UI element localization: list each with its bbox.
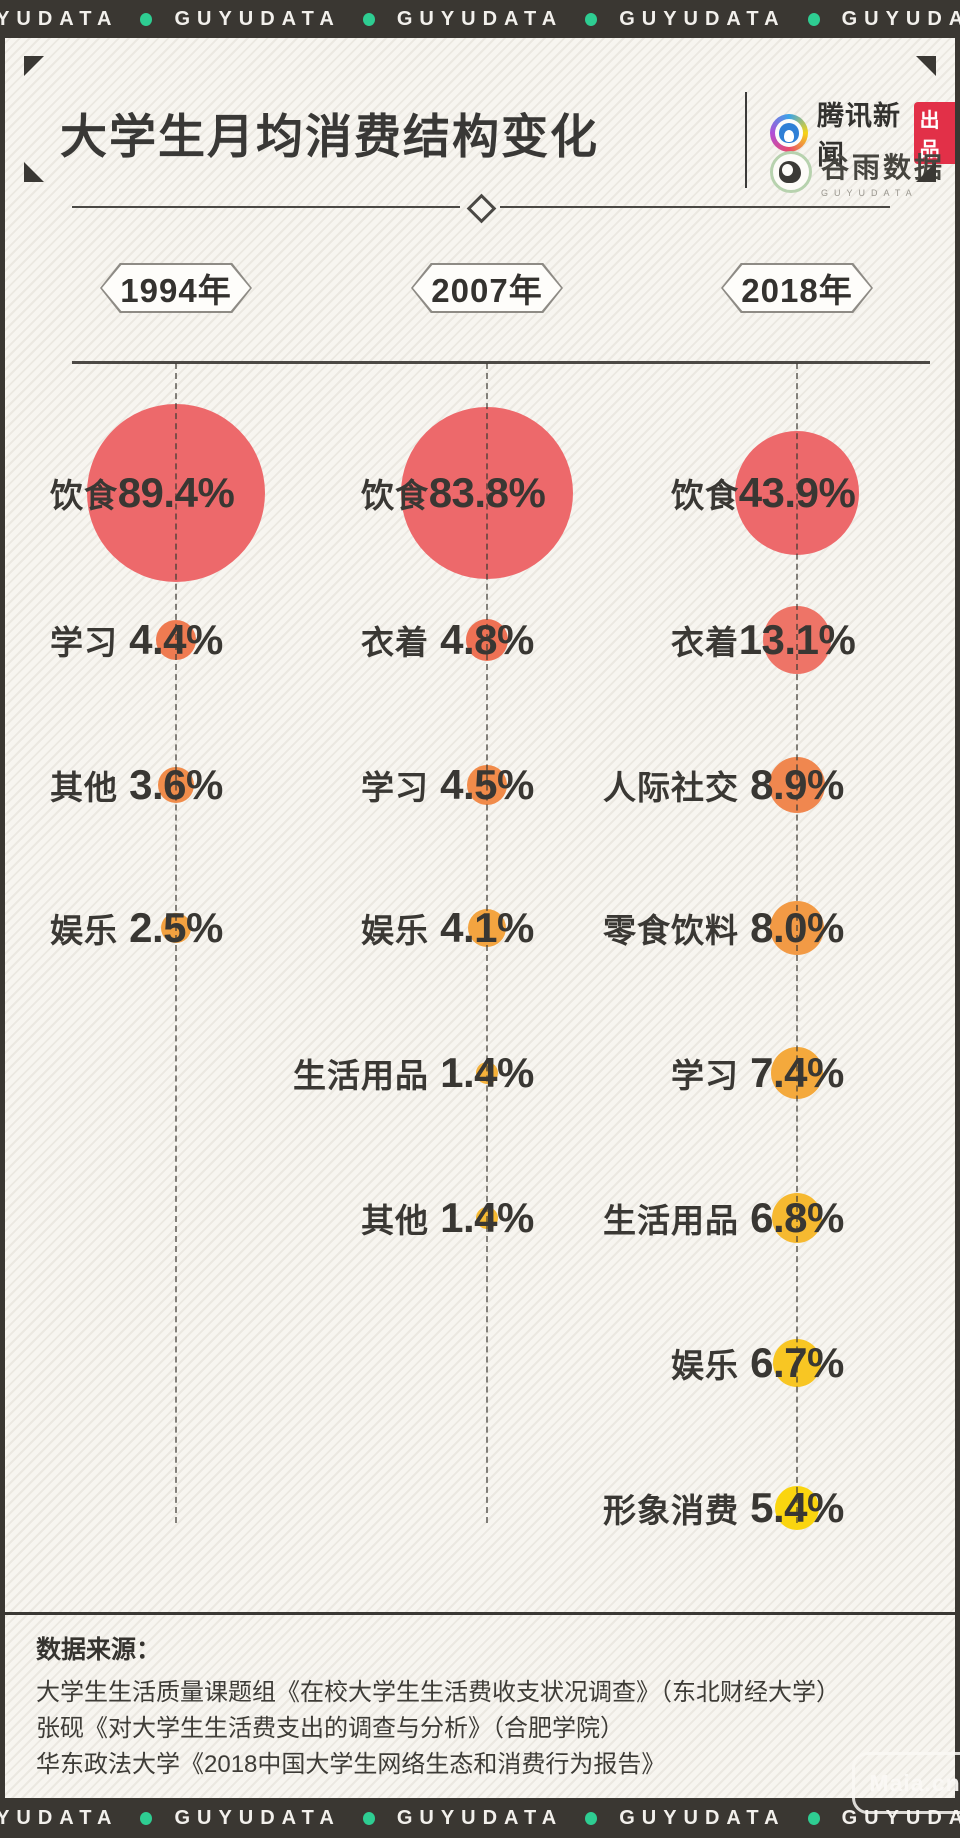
year-badge: 2007年 [411, 263, 563, 313]
page-title: 大学生月均消费结构变化 [60, 110, 599, 163]
bubble-value: 83.8% [428, 469, 546, 516]
bubble-value: 4.8% [440, 616, 534, 663]
produced-by-badge: 出品 [913, 102, 960, 164]
banner-brand-text: GUYUDATA [619, 7, 786, 30]
header-corner-mark [916, 56, 936, 76]
bubble-label: 生活用品 [603, 1202, 739, 1239]
guyu-bird-icon [770, 151, 812, 193]
bubble-label: 娱乐 [671, 1347, 739, 1384]
bubble-value: 43.9% [738, 469, 856, 516]
banner-brand-text: GUYUDATA [174, 7, 341, 30]
bubble-label: 衣着 [361, 624, 429, 661]
banner-dot-icon [807, 1811, 820, 1825]
bubble-value: 3.6% [129, 761, 223, 808]
bubble-label: 学习 [361, 769, 429, 806]
bubble-value: 1.4% [440, 1194, 534, 1241]
sources-heading: 数据来源： [36, 1636, 162, 1664]
bubble-label: 学习 [671, 1057, 739, 1094]
bubble-label: 衣着 [671, 624, 739, 661]
column-dashed-line [796, 363, 798, 1523]
year-badge: 1994年 [100, 263, 252, 313]
footer-separator [0, 1612, 960, 1615]
bubble-value: 6.7% [750, 1339, 844, 1386]
banner-dot-icon [140, 1811, 153, 1825]
year-badge-label: 2018年 [741, 272, 853, 309]
tencent-news-logo: 腾讯新闻 出品 [770, 94, 960, 172]
bubble-label: 娱乐 [50, 912, 118, 949]
bubble-label: 娱乐 [361, 912, 429, 949]
banner-brand-text: GUYUDATA [619, 1806, 786, 1829]
bubble-value: 4.1% [440, 904, 534, 951]
banner-dot-icon [585, 1811, 598, 1825]
bubble-value: 6.8% [750, 1194, 844, 1241]
bubble-value: 5.4% [750, 1484, 844, 1531]
bubble-label: 饮食 [361, 477, 429, 514]
header-corner-mark [24, 162, 44, 182]
banner-brand-text: GUYUDATA [174, 1806, 341, 1829]
banner-brand-text: GUYUDATA [841, 7, 960, 30]
bubble-value: 4.4% [129, 616, 223, 663]
bubble-value: 1.4% [440, 1049, 534, 1096]
banner-dot-icon [362, 1811, 375, 1825]
source-line: 张砚《对大学生生活费支出的调查与分析》（合肥学院） [36, 1715, 624, 1742]
bubble-label: 饮食 [671, 477, 739, 514]
banner-brand-text: GUYUDATA [0, 7, 119, 30]
header-corner-mark [24, 56, 44, 76]
bubble-label: 生活用品 [293, 1057, 429, 1094]
bubble-label: 其他 [361, 1202, 429, 1239]
tencent-penguin-icon [770, 114, 808, 152]
year-badge-inner: 1994年 [102, 265, 250, 311]
guyu-data-sub-label: GUYUDATA [821, 188, 918, 198]
left-frame-border [0, 38, 5, 1798]
year-badge: 2018年 [721, 263, 873, 313]
year-badge-label: 1994年 [120, 272, 232, 309]
bubble-value: 8.0% [750, 904, 844, 951]
bubble-label: 其他 [50, 769, 118, 806]
bubble-value: 8.9% [750, 761, 844, 808]
bubble-value: 2.5% [129, 904, 223, 951]
banner-dot-icon [140, 12, 153, 26]
header-divider [745, 92, 747, 188]
section-divider-line [72, 206, 460, 208]
bubble-label: 零食饮料 [603, 912, 739, 949]
year-badge-label: 2007年 [431, 272, 543, 309]
tencent-news-label: 腾讯新闻 [817, 101, 901, 170]
source-line: 大学生生活质量课题组《在校大学生生活费收支状况调查》（东北财经大学） [36, 1679, 840, 1706]
diamond-ornament [466, 193, 497, 224]
column-dashed-line [486, 363, 488, 1523]
banner-brand-text: GUYUDATA [396, 1806, 564, 1829]
site-watermark: Maia.cn [852, 1752, 960, 1814]
bubble-value: 89.4% [117, 469, 235, 516]
banner-dot-icon [362, 12, 375, 26]
banner-dot-icon [585, 12, 598, 26]
bubble-value: 13.1% [738, 616, 856, 663]
bubble-label: 形象消费 [603, 1492, 739, 1529]
column-dashed-line [175, 363, 177, 1523]
bubble-label: 学习 [50, 624, 118, 661]
header-corner-mark [916, 162, 936, 182]
year-badge-inner: 2018年 [723, 265, 871, 311]
banner-dot-icon [807, 12, 820, 26]
section-divider-line [500, 206, 890, 208]
top-banner: GUYUDATA GUYUDATA GUYUDATA GUYUDATA GUYUDATA [0, 0, 960, 38]
bubble-label: 饮食 [50, 477, 118, 514]
chart-top-rule [72, 361, 930, 364]
year-badge-inner: 2007年 [413, 265, 561, 311]
bubble-label: 人际社交 [603, 769, 739, 806]
bottom-banner: GUYUDATAGUYUDATAGUYUDATAGUYUDATAGUYUDATA [0, 1798, 960, 1838]
banner-brand-text: GUYUDATA [396, 7, 564, 30]
right-frame-border [955, 38, 960, 1798]
banner-brand-text: GUYUDATA [0, 1806, 119, 1829]
bubble-value: 7.4% [750, 1049, 844, 1096]
source-line: 华东政法大学《2018中国大学生网络生态和消费行为报告》 [36, 1751, 666, 1778]
bubble-value: 4.5% [440, 761, 534, 808]
